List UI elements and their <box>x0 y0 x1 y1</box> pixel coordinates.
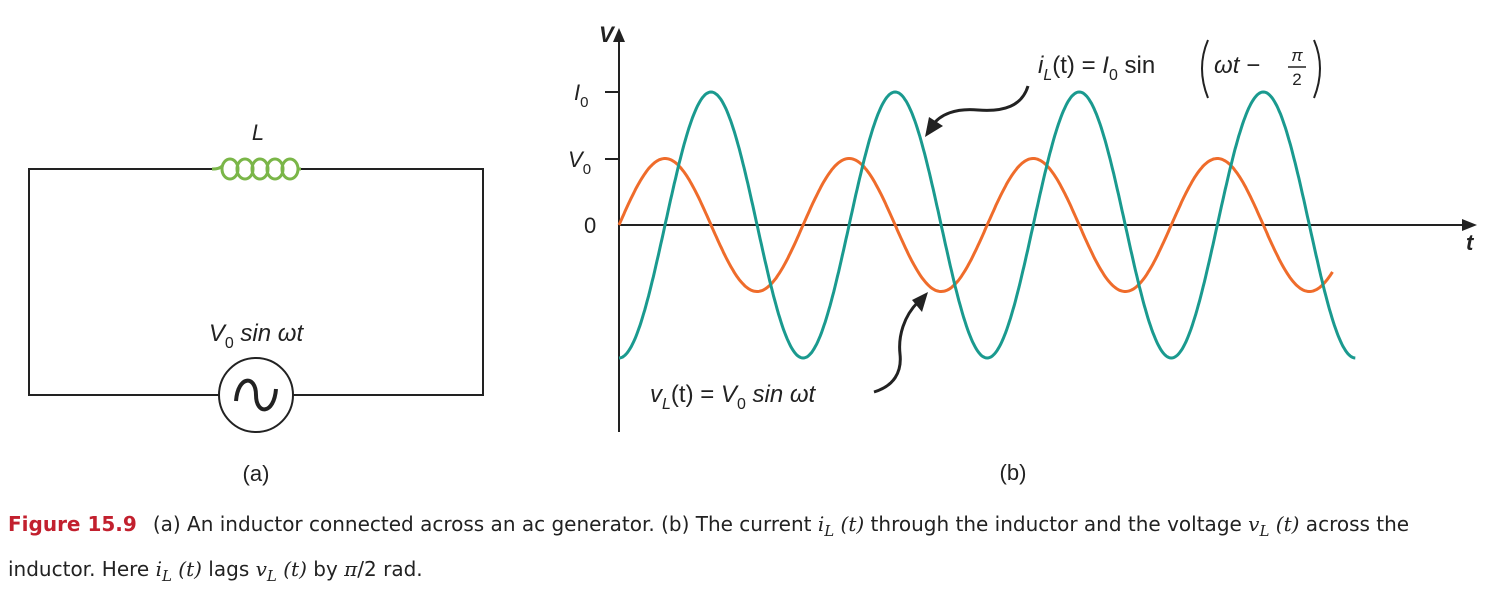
x-axis-arrow-icon <box>1462 219 1477 231</box>
caption-math-5: π <box>344 557 358 581</box>
y-axis-label: V <box>599 22 616 47</box>
current-equation-inner: ωt − <box>1214 52 1260 79</box>
waveform-chart: V t I0 V0 0 iL(t) = I0 sin ωt − π 2 vL(t… <box>568 22 1477 485</box>
voltage-pointer-arrow-icon <box>873 300 920 394</box>
caption-text-2: through the inductor and the voltage <box>864 512 1249 536</box>
caption-text-1: (a) An inductor connected across an ac g… <box>152 512 818 536</box>
tick-label-i0: I0 <box>574 80 588 111</box>
caption-math-1: iL (t) <box>817 512 865 540</box>
figure: L V0 sin ωt (a) V t I0 V0 0 <box>28 22 1477 486</box>
caption-text-3: across the inductor. Here <box>8 512 1410 581</box>
current-pointer-arrow-icon <box>930 85 1030 127</box>
panel-a-label: (a) <box>243 461 270 486</box>
ac-source-icon <box>218 357 294 433</box>
fraction-numerator: π <box>1291 46 1303 65</box>
circuit-diagram: L V0 sin ωt (a) <box>28 120 484 486</box>
left-paren-icon <box>1201 39 1209 99</box>
caption-math-2: vL (t) <box>1248 512 1300 540</box>
figure-number: Figure 15.9 <box>8 512 137 536</box>
panel-b-label: (b) <box>1000 460 1027 485</box>
caption-text-4: lags <box>201 557 256 581</box>
circuit-wire-top-right <box>293 168 484 396</box>
tick-label-v0: V0 <box>568 147 591 178</box>
caption-text-6: /2 rad. <box>357 557 423 581</box>
caption-text-5: by <box>306 557 345 581</box>
current-curve <box>618 90 1356 360</box>
figure-caption: Figure 15.9 (a) An inductor connected acr… <box>8 505 1498 595</box>
circuit-wire-top-left <box>28 168 219 396</box>
voltage-curve <box>617 157 1334 293</box>
fraction-denominator: 2 <box>1292 70 1301 89</box>
current-arrowhead-icon <box>925 117 943 137</box>
inductor-coil-icon <box>211 157 301 181</box>
voltage-equation: vL(t) = V0 sin ωt <box>650 381 817 413</box>
caption-math-4: vL (t) <box>255 557 307 585</box>
y-axis-arrow-icon <box>613 28 625 42</box>
current-equation: iL(t) = I0 sin <box>1038 52 1155 84</box>
x-axis-label: t <box>1466 230 1475 255</box>
voltage-arrowhead-icon <box>912 292 928 312</box>
source-label: V0 sin ωt <box>209 320 305 352</box>
caption-math-3: iL (t) <box>155 557 202 585</box>
tick-label-zero: 0 <box>584 213 596 238</box>
right-paren-icon <box>1313 39 1321 99</box>
inductor-label: L <box>252 120 264 145</box>
